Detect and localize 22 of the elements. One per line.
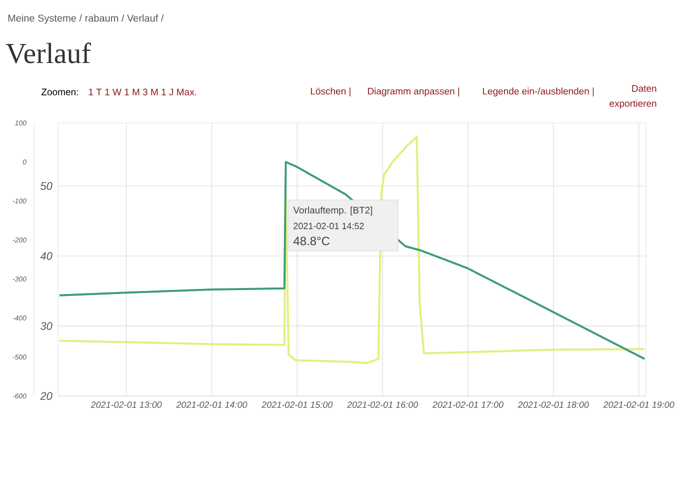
- annotation: Vorlauftemp. [BT2]: [293, 206, 372, 216]
- chart-title: Verlauf: [6, 42, 91, 64]
- y2-tick-label: 20: [40, 392, 52, 400]
- text: Legende ein-/ausblenden |: [482, 88, 594, 96]
- text: Löschen |: [310, 88, 350, 96]
- x-tick-label: 2021-02-01 19:00: [603, 402, 674, 408]
- x-tick-label: 2021-02-01 16:00: [347, 402, 418, 408]
- y2-tick-label: 50: [40, 182, 52, 190]
- text: 1 T 1 W 1 M 3 M 1 J Max.: [88, 88, 196, 96]
- text: Diagramm anpassen |: [368, 88, 460, 96]
- x-tick-label: 2021-02-01 15:00: [262, 402, 333, 408]
- y2-tick-label: 30: [40, 322, 52, 330]
- x-tick-label: 2021-02-01 14:00: [176, 402, 248, 408]
- annotation: 2021-02-01 14:52: [294, 222, 364, 230]
- x-tick-label: 2021-02-01 17:00: [432, 402, 504, 408]
- text: Daten exportieren: [610, 85, 656, 109]
- annotation: 48.8°C: [293, 236, 330, 246]
- text: Zoomen:: [42, 88, 78, 96]
- chart-subtitle: Meine Systeme / rabaum / Verlauf /: [8, 14, 164, 24]
- x-tick-label: 2021-02-01 18:00: [518, 402, 589, 408]
- x-tick-label: 2021-02-01 13:00: [90, 402, 162, 408]
- y2-tick-label: 40: [40, 252, 52, 260]
